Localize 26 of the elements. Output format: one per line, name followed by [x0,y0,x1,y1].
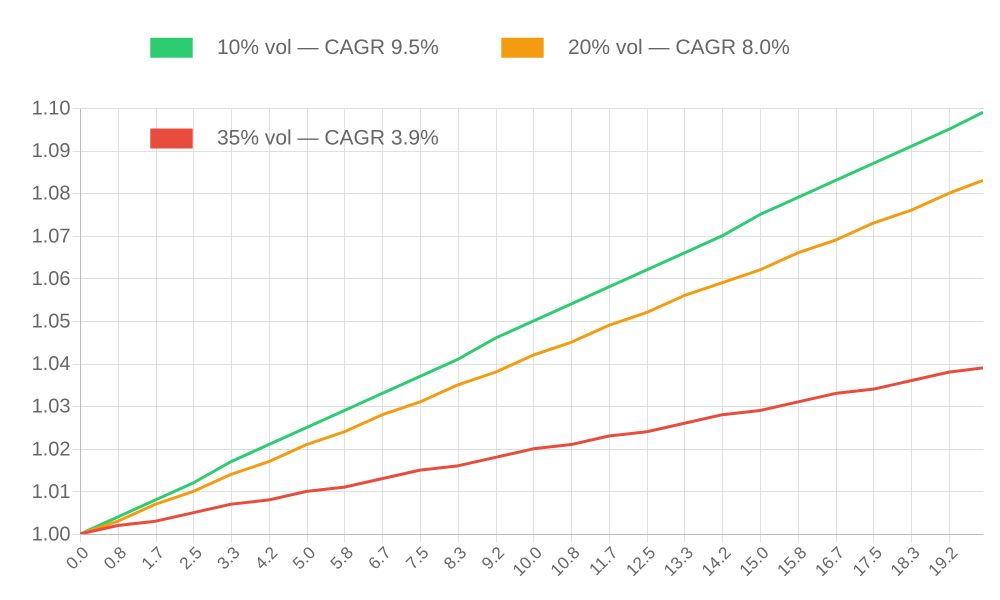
x-tick-label: 2.5 [176,543,206,574]
y-tick-label: 1.08 [32,182,70,205]
x-tick-label: 0.8 [100,543,130,574]
y-tick-label: 1.09 [32,140,70,162]
y-tick-label: 1.06 [32,268,70,290]
y-tick-label: 1.01 [32,480,70,503]
x-tick-label: 4.2 [251,543,282,574]
x-tick-label: 6.7 [364,543,395,574]
x-tick-label: 9.2 [478,543,508,574]
legend-label: 20% vol — CAGR 8.0% [568,36,790,59]
y-tick-label: 1.02 [32,438,70,460]
x-tick-label: 1.7 [138,543,168,574]
y-tick-label: 1.04 [32,353,70,376]
y-tick-label: 1.05 [32,310,70,332]
y-tick-label: 1.03 [32,396,70,418]
y-tick-label: 1.10 [32,98,70,120]
x-tick-label: 5.8 [326,543,357,574]
legend-label: 35% vol — CAGR 3.9% [217,126,439,150]
x-tick-label: 0.0 [62,543,93,574]
x-tick-label: 3.3 [213,543,244,574]
legend-label: 10% vol — CAGR 9.5% [217,36,439,59]
y-tick-label: 1.00 [32,524,70,546]
y-tick-label: 1.07 [32,225,70,248]
x-tick-label: 7.5 [402,543,433,574]
x-tick-label: 8.3 [440,543,470,574]
x-tick-label: 5.0 [289,543,320,574]
